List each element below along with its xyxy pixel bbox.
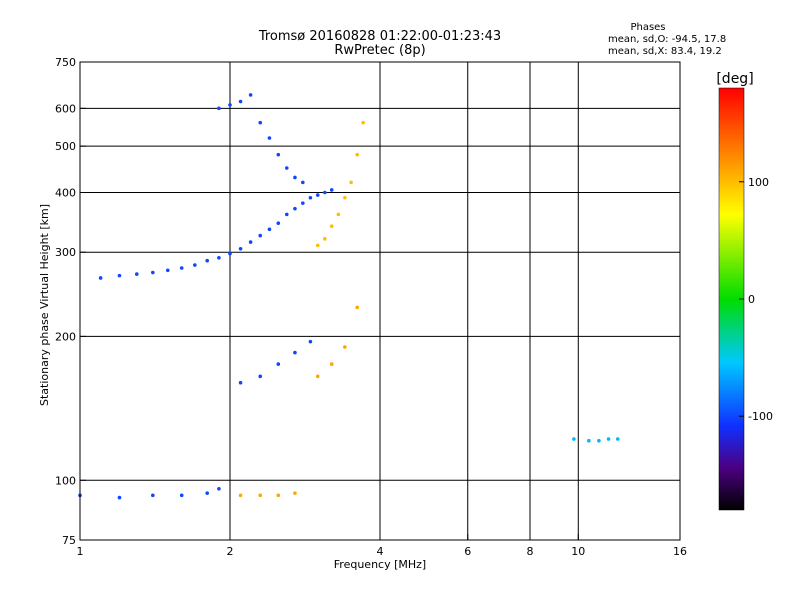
data-point-series-5 xyxy=(308,339,313,344)
y-tick-label: 750 xyxy=(55,56,76,69)
x-tick-label: 10 xyxy=(571,545,585,558)
gridlines xyxy=(80,62,680,540)
data-point-series-0 xyxy=(228,251,232,256)
data-point-series-6 xyxy=(315,374,320,379)
colorbar-tick-label: 0 xyxy=(748,293,755,306)
chart-subtitle: RwPretec (8p) xyxy=(334,43,425,58)
data-point-series-1 xyxy=(301,180,305,185)
data-point-series-0 xyxy=(258,233,263,238)
y-axis-label: Stationary phase Virtual Height [km] xyxy=(38,204,51,406)
x-axis-ticks: 1 2 4 6 8 10 16 xyxy=(77,534,687,558)
data-point-series-7 xyxy=(597,438,601,443)
y-tick-label: 300 xyxy=(55,246,76,259)
data-point-series-1 xyxy=(293,175,297,180)
y-tick-label: 200 xyxy=(55,330,76,343)
data-point-series-2 xyxy=(349,180,353,185)
data-point-series-2 xyxy=(361,120,365,125)
data-point-series-1 xyxy=(284,166,289,170)
data-point-series-1 xyxy=(228,103,232,107)
data-point-series-0 xyxy=(308,195,313,200)
data-point-series-0 xyxy=(151,270,155,275)
stats-line-x: mean, sd,X: 83.4, 19.2 xyxy=(608,46,722,57)
y-tick-label: 600 xyxy=(55,102,76,115)
y-tick-label: 75 xyxy=(62,534,76,547)
data-point-series-7 xyxy=(572,437,576,441)
data-point-series-4 xyxy=(293,491,297,495)
data-point-series-1 xyxy=(267,136,272,140)
data-points xyxy=(78,93,620,500)
data-point-series-4 xyxy=(238,493,243,498)
data-point-series-3 xyxy=(217,486,221,491)
data-point-series-3 xyxy=(205,491,209,495)
data-point-series-5 xyxy=(258,374,263,379)
data-point-series-0 xyxy=(238,246,243,251)
data-point-series-2 xyxy=(355,152,359,157)
x-tick-label: 16 xyxy=(673,545,687,558)
data-point-series-7 xyxy=(615,437,620,441)
data-point-series-0 xyxy=(217,256,221,260)
data-point-series-5 xyxy=(293,350,297,355)
data-point-series-2 xyxy=(315,243,320,248)
x-tick-label: 2 xyxy=(227,545,234,558)
stats-header: Phases xyxy=(630,22,665,33)
data-point-series-0 xyxy=(315,193,320,197)
data-point-series-0 xyxy=(134,272,139,276)
data-point-series-0 xyxy=(98,276,103,280)
x-tick-label: 6 xyxy=(464,545,471,558)
data-point-series-0 xyxy=(301,201,305,205)
colorbar-tick-label: 100 xyxy=(748,176,769,189)
data-point-series-1 xyxy=(276,152,281,157)
data-point-series-0 xyxy=(329,188,334,192)
data-point-series-0 xyxy=(267,227,272,232)
data-point-series-6 xyxy=(355,305,359,310)
data-point-series-7 xyxy=(587,438,591,443)
data-point-series-6 xyxy=(329,362,334,366)
y-tick-label: 400 xyxy=(55,186,76,199)
x-tick-label: 4 xyxy=(377,545,384,558)
data-point-series-1 xyxy=(238,99,243,104)
data-point-series-2 xyxy=(329,224,334,229)
data-point-series-0 xyxy=(179,266,184,270)
data-point-series-0 xyxy=(293,206,297,211)
data-point-series-0 xyxy=(193,263,197,267)
data-point-series-7 xyxy=(606,437,611,441)
data-point-series-3 xyxy=(151,493,155,498)
chart-title: Tromsø 20160828 01:22:00-01:23:43 xyxy=(258,29,501,44)
data-point-series-2 xyxy=(336,212,341,217)
colorbar-tick-label: -100 xyxy=(748,410,773,423)
data-point-series-0 xyxy=(323,190,327,195)
data-point-series-0 xyxy=(165,268,170,273)
data-point-series-0 xyxy=(248,240,253,244)
data-point-series-1 xyxy=(258,120,263,125)
colorbar-ticks: 100 0 -100 xyxy=(739,176,773,423)
data-point-series-6 xyxy=(343,345,347,349)
data-point-series-4 xyxy=(258,493,263,498)
x-tick-label: 8 xyxy=(527,545,534,558)
colorbar-label: [deg] xyxy=(716,71,753,87)
data-point-series-0 xyxy=(276,221,281,226)
data-point-series-5 xyxy=(276,362,281,366)
data-point-series-1 xyxy=(217,106,221,111)
x-tick-label: 1 xyxy=(77,545,84,558)
y-axis-ticks: 75 100 200 300 400 500 600 750 xyxy=(55,56,86,547)
x-axis-label: Frequency [MHz] xyxy=(334,558,426,571)
data-point-series-5 xyxy=(238,380,243,385)
data-point-series-3 xyxy=(179,493,184,498)
y-tick-label: 100 xyxy=(55,474,76,487)
data-point-series-1 xyxy=(248,93,253,97)
y-tick-label: 500 xyxy=(55,140,76,153)
data-point-series-3 xyxy=(117,495,122,500)
data-point-series-0 xyxy=(117,273,122,278)
data-point-series-0 xyxy=(284,212,289,217)
data-point-series-4 xyxy=(276,493,281,498)
data-point-series-2 xyxy=(323,237,327,241)
stats-line-o: mean, sd,O: -94.5, 17.8 xyxy=(608,34,726,45)
data-point-series-0 xyxy=(205,258,209,263)
data-point-series-2 xyxy=(343,195,347,200)
